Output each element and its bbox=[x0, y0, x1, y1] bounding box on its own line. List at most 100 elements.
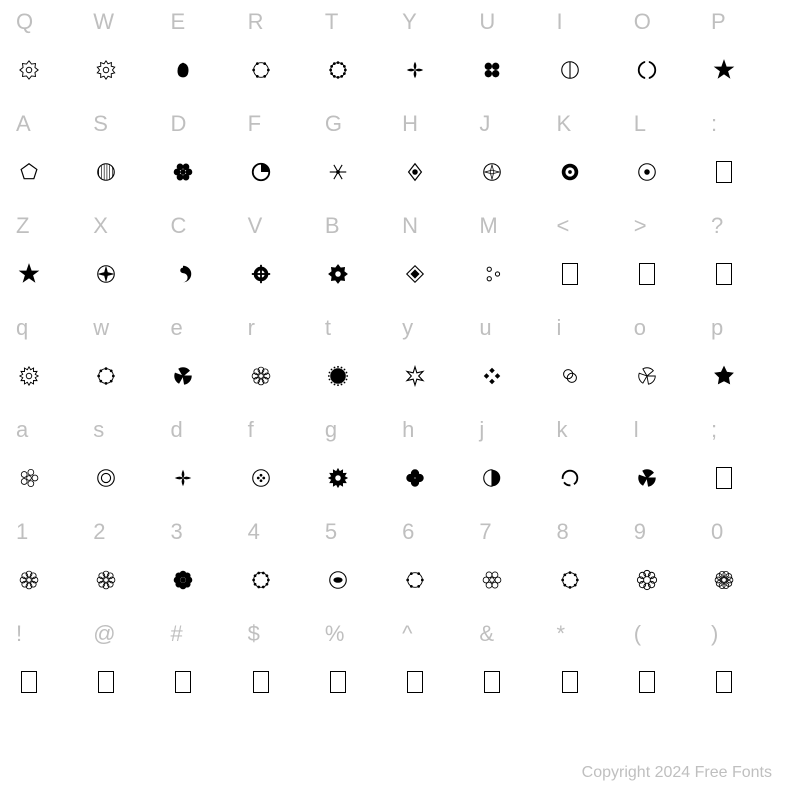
copyright-text: Copyright 2024 Free Fonts bbox=[582, 764, 772, 782]
charmap-cell: % bbox=[323, 620, 400, 722]
glyph-icon bbox=[555, 668, 583, 696]
charmap-cell: D bbox=[168, 110, 245, 212]
charmap-cell: ; bbox=[709, 416, 786, 518]
charmap-cell: > bbox=[632, 212, 709, 314]
char-label: s bbox=[91, 416, 105, 444]
glyph-icon bbox=[555, 158, 583, 186]
char-label: I bbox=[555, 8, 564, 36]
charmap-cell: i bbox=[555, 314, 632, 416]
glyph-icon bbox=[91, 260, 119, 288]
glyph-icon bbox=[477, 362, 505, 390]
char-label: O bbox=[632, 8, 652, 36]
glyph-icon bbox=[168, 260, 196, 288]
charmap-cell: 4 bbox=[246, 518, 323, 620]
charmap-cell: 6 bbox=[400, 518, 477, 620]
charmap-cell: ) bbox=[709, 620, 786, 722]
glyph-icon bbox=[632, 56, 660, 84]
char-label: 1 bbox=[14, 518, 29, 546]
charmap-cell: ( bbox=[632, 620, 709, 722]
char-label: & bbox=[477, 620, 494, 648]
char-label: $ bbox=[246, 620, 261, 648]
glyph-icon bbox=[477, 56, 505, 84]
charmap-cell: 2 bbox=[91, 518, 168, 620]
charmap-cell: E bbox=[168, 8, 245, 110]
char-label: 8 bbox=[555, 518, 570, 546]
charmap-cell: l bbox=[632, 416, 709, 518]
glyph-icon bbox=[555, 566, 583, 594]
charmap-cell: ^ bbox=[400, 620, 477, 722]
charmap-cell: @ bbox=[91, 620, 168, 722]
glyph-icon bbox=[477, 260, 505, 288]
charmap-cell: $ bbox=[246, 620, 323, 722]
charmap-cell: F bbox=[246, 110, 323, 212]
charmap-cell: V bbox=[246, 212, 323, 314]
charmap-cell: 9 bbox=[632, 518, 709, 620]
charmap-cell: 0 bbox=[709, 518, 786, 620]
char-label: j bbox=[477, 416, 484, 444]
glyph-icon bbox=[91, 464, 119, 492]
charmap-cell: C bbox=[168, 212, 245, 314]
charmap-cell: p bbox=[709, 314, 786, 416]
charmap-cell: & bbox=[477, 620, 554, 722]
charmap-cell: f bbox=[246, 416, 323, 518]
charmap-cell: T bbox=[323, 8, 400, 110]
charmap-cell: 8 bbox=[555, 518, 632, 620]
char-label: % bbox=[323, 620, 345, 648]
char-label: ! bbox=[14, 620, 23, 648]
char-label: h bbox=[400, 416, 415, 444]
char-label: t bbox=[323, 314, 332, 342]
charmap-cell: g bbox=[323, 416, 400, 518]
glyph-icon bbox=[400, 362, 428, 390]
charmap-cell: ! bbox=[14, 620, 91, 722]
charmap-cell: u bbox=[477, 314, 554, 416]
char-label: * bbox=[555, 620, 566, 648]
glyph-icon bbox=[91, 362, 119, 390]
charmap-cell: I bbox=[555, 8, 632, 110]
glyph-icon bbox=[168, 464, 196, 492]
glyph-icon bbox=[323, 566, 351, 594]
charmap-cell: t bbox=[323, 314, 400, 416]
charmap-cell: G bbox=[323, 110, 400, 212]
glyph-icon bbox=[477, 464, 505, 492]
char-label: u bbox=[477, 314, 492, 342]
charmap-cell: q bbox=[14, 314, 91, 416]
char-label: 6 bbox=[400, 518, 415, 546]
glyph-icon bbox=[709, 566, 737, 594]
glyph-icon bbox=[632, 668, 660, 696]
glyph-icon bbox=[632, 464, 660, 492]
char-label: P bbox=[709, 8, 726, 36]
glyph-icon bbox=[246, 464, 274, 492]
char-label: # bbox=[168, 620, 183, 648]
glyph-icon bbox=[477, 566, 505, 594]
glyph-icon bbox=[709, 668, 737, 696]
charmap-cell: K bbox=[555, 110, 632, 212]
charmap-cell: k bbox=[555, 416, 632, 518]
charmap-cell: P bbox=[709, 8, 786, 110]
char-label: @ bbox=[91, 620, 116, 648]
char-label: L bbox=[632, 110, 647, 138]
glyph-icon bbox=[246, 56, 274, 84]
char-label: o bbox=[632, 314, 647, 342]
glyph-icon bbox=[632, 260, 660, 288]
charmap-cell: e bbox=[168, 314, 245, 416]
char-label: E bbox=[168, 8, 185, 36]
glyph-icon bbox=[709, 158, 737, 186]
char-label: ; bbox=[709, 416, 718, 444]
char-label: N bbox=[400, 212, 418, 240]
charmap-cell: B bbox=[323, 212, 400, 314]
glyph-icon bbox=[246, 362, 274, 390]
glyph-icon bbox=[168, 158, 196, 186]
charmap-cell: R bbox=[246, 8, 323, 110]
charmap-cell: A bbox=[14, 110, 91, 212]
glyph-icon bbox=[246, 668, 274, 696]
glyph-icon bbox=[246, 260, 274, 288]
charmap-cell: s bbox=[91, 416, 168, 518]
glyph-icon bbox=[168, 56, 196, 84]
glyph-icon bbox=[91, 566, 119, 594]
char-label: a bbox=[14, 416, 29, 444]
char-label: ? bbox=[709, 212, 724, 240]
glyph-icon bbox=[91, 56, 119, 84]
char-label: l bbox=[632, 416, 639, 444]
char-label: ( bbox=[632, 620, 642, 648]
char-label: X bbox=[91, 212, 108, 240]
